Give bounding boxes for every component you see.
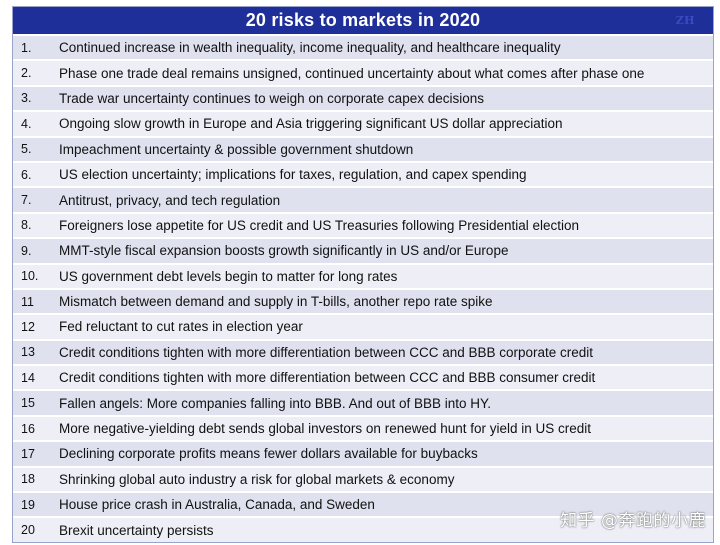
risk-number: 9. bbox=[21, 243, 32, 258]
table-row: 8. Foreigners lose appetite for US credit… bbox=[13, 211, 713, 238]
table-row: 17 Declining corporate profits means fewe… bbox=[13, 440, 713, 466]
risk-number: 3. bbox=[21, 91, 32, 106]
table-title: 20 risks to markets in 2020 bbox=[245, 10, 481, 30]
risk-description: Fallen angels: More companies falling in… bbox=[59, 395, 491, 411]
risk-description: Mismatch between demand and supply in T-… bbox=[59, 294, 493, 310]
risk-number: 2. bbox=[21, 66, 32, 81]
risk-number: 5. bbox=[21, 142, 32, 157]
table-row: 2. Phase one trade deal remains unsigned,… bbox=[13, 59, 713, 85]
risk-number: 19 bbox=[21, 497, 35, 512]
risk-number: 7. bbox=[21, 193, 32, 208]
risk-description: Credit conditions tighten with more diff… bbox=[59, 370, 596, 386]
table-title-bar: 20 risks to markets in 2020 ZH bbox=[13, 7, 713, 34]
table-row: 5. Impeachment uncertainty & possible gov… bbox=[13, 135, 713, 161]
risk-number: 10. bbox=[21, 269, 39, 284]
table-row: 10. US government debt levels begin to ma… bbox=[13, 262, 713, 288]
risk-description: Trade war uncertainty continues to weigh… bbox=[59, 90, 484, 106]
risks-table: 20 risks to markets in 2020 ZH 1. Continu… bbox=[12, 6, 714, 543]
zh-watermark-logo: ZH bbox=[675, 14, 695, 27]
risk-number: 16 bbox=[21, 421, 35, 436]
risk-number: 6. bbox=[21, 167, 32, 182]
risk-description: House price crash in Australia, Canada, … bbox=[59, 497, 375, 513]
table-row: 4. Ongoing slow growth in Europe and Asia… bbox=[13, 110, 713, 136]
risk-number: 15 bbox=[21, 396, 35, 411]
risk-description: Shrinking global auto industry a risk fo… bbox=[59, 471, 455, 487]
table-row: 19 House price crash in Australia, Canada… bbox=[13, 491, 713, 517]
risk-description: Phase one trade deal remains unsigned, c… bbox=[59, 65, 645, 81]
risk-description: Credit conditions tighten with more diff… bbox=[59, 344, 594, 360]
table-row: 11 Mismatch between demand and supply in … bbox=[13, 287, 713, 314]
risk-description: Declining corporate profits means fewer … bbox=[59, 446, 478, 462]
table-row: 1. Continued increase in wealth inequalit… bbox=[13, 34, 713, 60]
risk-description: Impeachment uncertainty & possible gover… bbox=[59, 141, 414, 157]
risk-number: 18 bbox=[21, 472, 35, 487]
risk-description: Antitrust, privacy, and tech regulation bbox=[59, 192, 281, 208]
table-row: 3. Trade war uncertainty continues to wei… bbox=[13, 84, 713, 111]
table-row: 14 Credit conditions tighten with more di… bbox=[13, 364, 713, 390]
risk-number: 12 bbox=[21, 319, 35, 334]
risk-number: 13 bbox=[21, 345, 35, 360]
table-row: 18 Shrinking global auto industry a risk … bbox=[13, 465, 713, 492]
risk-number: 11 bbox=[21, 294, 34, 309]
risk-number: 14 bbox=[21, 370, 35, 385]
risk-number: 4. bbox=[21, 116, 32, 131]
risk-list: 1. Continued increase in wealth inequalit… bbox=[13, 34, 713, 542]
table-row: 7. Antitrust, privacy, and tech regulatio… bbox=[13, 186, 713, 212]
risk-description: US election uncertainty; implications fo… bbox=[59, 167, 527, 183]
risk-description: US government debt levels begin to matte… bbox=[59, 268, 398, 284]
risk-description: More negative-yielding debt sends global… bbox=[59, 421, 592, 437]
table-row: 20 Brexit uncertainty persists bbox=[13, 516, 713, 542]
risk-description: Fed reluctant to cut rates in election y… bbox=[59, 319, 303, 335]
table-row: 13 Credit conditions tighten with more di… bbox=[13, 338, 713, 365]
risk-description: Continued increase in wealth inequality,… bbox=[59, 40, 561, 56]
table-row: 9. MMT-style fiscal expansion boosts grow… bbox=[13, 237, 713, 263]
table-row: 15 Fallen angels: More companies falling … bbox=[13, 389, 713, 415]
table-row: 16 More negative-yielding debt sends glob… bbox=[13, 414, 713, 441]
risk-description: Brexit uncertainty persists bbox=[59, 522, 214, 538]
risk-number: 17 bbox=[21, 446, 35, 461]
risk-number: 1. bbox=[21, 40, 32, 55]
risk-description: Ongoing slow growth in Europe and Asia t… bbox=[59, 116, 563, 132]
table-row: 6. US election uncertainty; implications … bbox=[13, 160, 713, 187]
source-credit-watermark: 知乎 @奔跑的小鹿 bbox=[560, 511, 706, 531]
risk-number: 8. bbox=[21, 218, 32, 233]
risk-number: 20 bbox=[21, 523, 35, 538]
risk-description: MMT-style fiscal expansion boosts growth… bbox=[59, 243, 509, 259]
table-row: 12 Fed reluctant to cut rates in election… bbox=[13, 313, 713, 339]
risk-description: Foreigners lose appetite for US credit a… bbox=[59, 217, 580, 233]
